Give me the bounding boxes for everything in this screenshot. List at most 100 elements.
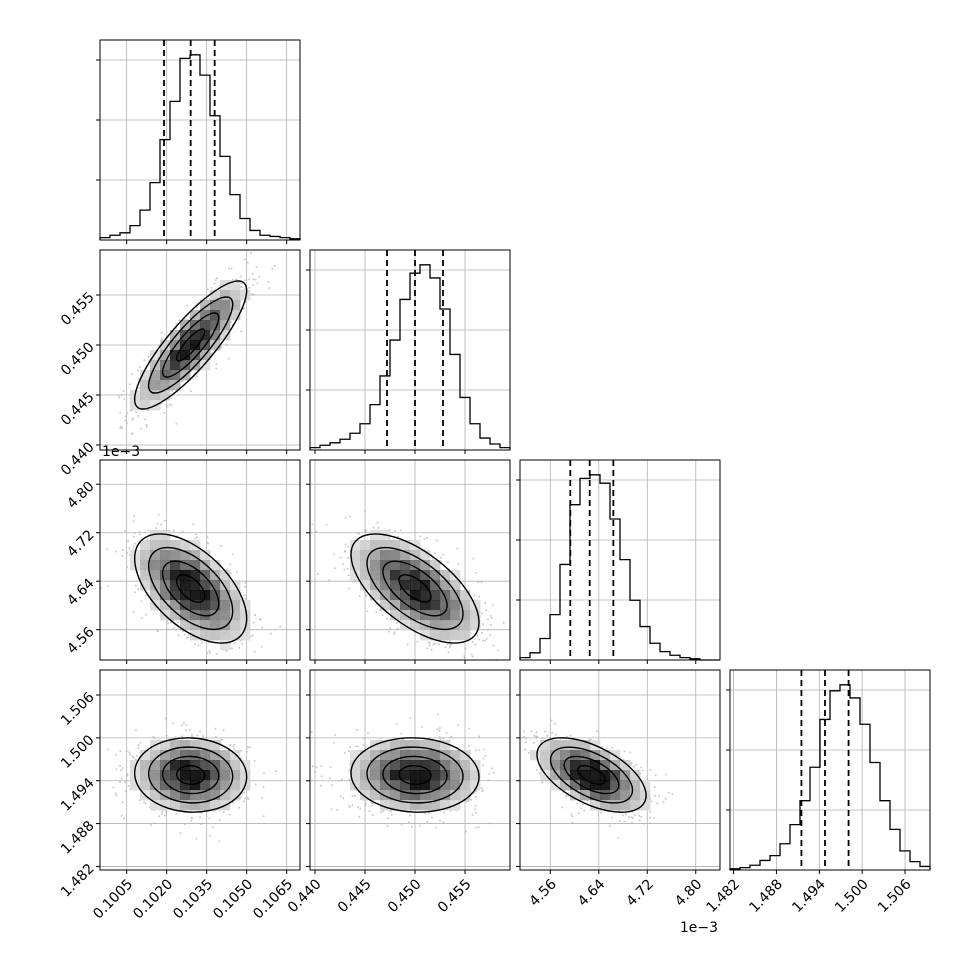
scatter-point [166, 405, 169, 408]
scatter-point [126, 566, 129, 568]
density-cell [200, 780, 211, 791]
density-cell [640, 790, 651, 801]
scatter-point [233, 743, 236, 746]
scatter-point [333, 567, 336, 570]
scatter-point [133, 515, 136, 517]
scatter-point [570, 813, 573, 816]
scatter-point [330, 808, 333, 811]
scatter-point [595, 730, 598, 733]
scatter-point [246, 745, 249, 748]
density-cell [390, 750, 401, 761]
scatter-point [213, 810, 216, 813]
density-cell [420, 600, 431, 611]
scatter-point [129, 753, 132, 756]
scatter-point [229, 563, 232, 566]
scatter-point [515, 745, 517, 747]
density-cell [140, 760, 151, 771]
density-cell [350, 570, 361, 581]
density-cell [370, 570, 381, 581]
scatter-point [246, 796, 249, 799]
density-cell [390, 540, 401, 551]
density-cell [430, 590, 441, 601]
density-cell [420, 800, 431, 811]
scatter-point [478, 638, 481, 641]
scatter-point [137, 377, 140, 380]
density-cell [410, 800, 421, 811]
density-cell [190, 610, 201, 621]
scatter-point [484, 602, 487, 604]
scatter-point [476, 634, 479, 637]
scatter-point [408, 814, 411, 817]
scatter-point [240, 286, 243, 289]
density-cell [470, 760, 481, 771]
scatter-point [653, 786, 656, 789]
scatter-point [387, 630, 390, 633]
density-cell [190, 630, 201, 641]
scatter-point [199, 816, 202, 819]
scatter-point [131, 433, 134, 436]
density-cell [440, 580, 451, 591]
density-cell [230, 760, 241, 771]
scatter-point [189, 390, 192, 393]
density-cell [190, 330, 201, 341]
density-cell [240, 620, 251, 631]
scatter-point [630, 821, 633, 824]
density-cell [460, 770, 471, 781]
density-cell [380, 760, 391, 771]
density-cell [370, 790, 381, 801]
density-cell [150, 590, 161, 601]
scatter-point [389, 627, 392, 630]
scatter-point [538, 772, 541, 775]
scatter-point [208, 650, 211, 652]
density-cell [150, 380, 161, 391]
scatter-point [379, 811, 382, 814]
scatter-point [115, 753, 118, 756]
scatter-point [228, 813, 231, 816]
scatter-point [561, 806, 564, 809]
scatter-point [123, 397, 126, 400]
density-cell [220, 750, 231, 761]
density-cell [190, 770, 201, 781]
density-cell [150, 390, 161, 401]
scatter-point [314, 770, 317, 773]
density-cell [210, 300, 221, 311]
density-cell [360, 580, 371, 591]
scatter-point [393, 631, 396, 634]
scatter-point [489, 614, 492, 617]
scatter-point [181, 530, 184, 533]
density-cell [190, 570, 201, 581]
density-cell [530, 750, 541, 761]
scatter-point [640, 815, 643, 818]
x-tick-label: 0.1050 [210, 876, 256, 922]
density-cell [190, 320, 201, 331]
density-cell [170, 560, 181, 571]
density-cell [460, 590, 471, 601]
x-tick-label: 4.64 [575, 876, 608, 909]
scatter-point [123, 817, 125, 820]
density-cell [450, 770, 461, 781]
scatter-point [649, 810, 652, 813]
scatter-point [457, 563, 460, 566]
scatter-point [475, 826, 478, 829]
density-cell [140, 550, 151, 561]
scatter-point [207, 542, 210, 545]
scatter-point [133, 531, 136, 534]
density-cell [550, 760, 561, 771]
scatter-point [488, 772, 491, 775]
density-cell [150, 530, 161, 541]
scatter-point [235, 570, 238, 573]
scatter-point [175, 812, 178, 815]
density-cell [460, 600, 471, 611]
density-cell [220, 570, 231, 581]
scatter-point [436, 539, 439, 542]
scatter-point [134, 758, 137, 761]
density-cell [190, 750, 201, 761]
density-cell [570, 780, 581, 791]
scatter-point [533, 734, 536, 737]
density-cell [230, 310, 241, 321]
scatter-point [244, 797, 246, 800]
scatter-point [130, 373, 133, 376]
density-cell [620, 760, 631, 771]
scatter-point [467, 800, 470, 803]
scatter-group [100, 250, 300, 450]
